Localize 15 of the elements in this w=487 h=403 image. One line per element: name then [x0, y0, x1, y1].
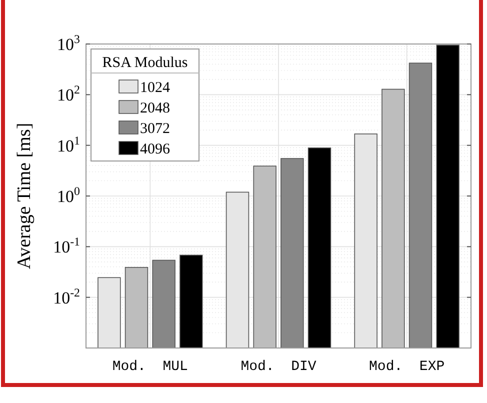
legend-label: 4096: [140, 142, 170, 158]
x-tick-label: Mod. MUL: [112, 359, 188, 375]
y-tick-label: 10$^{-2}$: [53, 285, 80, 308]
y-tick-label: 10$^{0}$: [57, 184, 80, 206]
legend-label: 2048: [140, 100, 170, 116]
y-tick-label: 10$^{1}$: [57, 133, 80, 156]
x-tick-label: Mod. EXP: [369, 359, 445, 375]
y-axis-title: Average Time [ms]: [14, 122, 35, 270]
y-tick-label: 10$^{3}$: [57, 32, 80, 54]
legend-label: 3072: [140, 121, 170, 137]
x-tick-label: Mod. DIV: [240, 359, 317, 375]
y-tick-label: 10$^{2}$: [57, 82, 80, 105]
legend-label: 1024: [140, 80, 170, 96]
legend-title: RSA Modulus: [102, 55, 188, 71]
y-tick-label: 10$^{-1}$: [53, 234, 80, 257]
